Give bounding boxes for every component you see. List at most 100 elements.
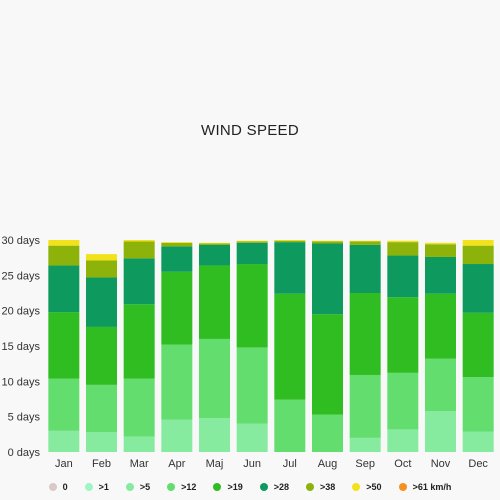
bar-segment[interactable] [462,240,494,246]
bar-segment[interactable] [312,241,343,244]
legend-item[interactable]: >28 [259,482,290,492]
bar-segment[interactable] [274,240,306,243]
bar-segment[interactable] [349,293,381,375]
bar-segment[interactable] [312,314,343,415]
bar-segment[interactable] [387,372,419,430]
bar-segment[interactable] [387,240,419,243]
bar-segment[interactable] [462,245,494,265]
legend-item[interactable]: >1 [84,482,109,492]
y-tick-label: 25 days [1,270,40,282]
legend-item[interactable]: >12 [167,482,196,492]
bar-segment[interactable] [236,264,268,348]
bar-segment[interactable] [123,258,155,305]
bar-segment[interactable] [349,244,381,293]
bar-segment[interactable] [161,242,193,247]
x-tick-label: Mar [130,458,149,470]
bar-segment[interactable] [199,242,230,244]
legend-label: >50 [366,482,382,492]
legend-label: >28 [273,482,290,492]
chart-legend: 0 >1 >5 >12 >19 >28 >38 >50 >61 km/h [0,478,500,496]
bar-segment[interactable] [312,243,343,315]
bar-segment[interactable] [123,240,155,242]
bar-segment[interactable] [199,243,230,245]
x-tick-label: Maj [206,458,224,470]
bar-segment[interactable] [274,242,306,294]
bar-segment[interactable] [236,241,268,243]
bar-stack-jun [236,240,268,452]
legend-label: >1 [98,482,109,492]
bar-segment[interactable] [462,312,494,378]
bar-segment[interactable] [425,244,456,257]
bar-segment[interactable] [123,378,155,437]
y-tick-label: 10 days [1,376,40,388]
bar-segment[interactable] [274,399,306,452]
legend-item[interactable]: 0 [48,482,68,492]
bar-segment[interactable] [462,377,494,432]
bar-segment[interactable] [387,297,419,373]
bar-segment[interactable] [349,437,381,452]
bar-segment[interactable] [86,277,117,327]
bar-segment[interactable] [236,423,268,452]
bar-segment[interactable] [312,414,343,452]
bar-stack-mar [123,240,155,452]
legend-label: >61 km/h [412,482,452,492]
legend-item[interactable]: >38 [306,482,335,492]
bar-segment[interactable] [274,240,306,241]
bar-segment[interactable] [425,256,456,294]
bar-segment[interactable] [123,241,155,259]
bar-segment[interactable] [86,326,117,385]
bar-segment[interactable] [349,374,381,438]
bar-segment[interactable] [161,344,193,420]
bar-segment[interactable] [387,255,419,298]
bar-stack-jul [274,240,306,452]
bar-segment[interactable] [48,312,80,379]
bar-segment[interactable] [312,240,343,242]
legend-item[interactable]: >5 [125,482,150,492]
bar-segment[interactable] [199,338,230,419]
bar-segment[interactable] [462,431,494,452]
bar-segment[interactable] [161,242,193,243]
bar-segment[interactable] [86,260,117,278]
legend-item[interactable]: >61 km/h [398,482,452,492]
bar-segment[interactable] [199,265,230,339]
bar-stack-jan [48,240,80,452]
bar-segment[interactable] [462,264,494,313]
bar-segment[interactable] [425,411,456,452]
bar-segment[interactable] [387,242,419,256]
bar-segment[interactable] [86,254,117,261]
legend-item[interactable]: >19 [213,482,243,492]
bar-stack-apr [161,242,193,452]
legend-item[interactable]: >50 [352,482,382,492]
bar-segment[interactable] [199,418,230,452]
bar-segment[interactable] [48,240,80,246]
bar-segment[interactable] [48,430,80,452]
bar-segment[interactable] [161,271,193,345]
bar-segment[interactable] [123,304,155,379]
bar-stack-nov [425,242,456,452]
legend-swatch [167,483,176,491]
bar-segment[interactable] [86,384,117,433]
bar-segment[interactable] [123,436,155,452]
x-tick-label: Oct [394,458,411,470]
bar-stacks [48,240,494,452]
bar-segment[interactable] [425,293,456,359]
bar-segment[interactable] [48,378,80,431]
bar-segment[interactable] [425,358,456,412]
bar-segment[interactable] [349,241,381,245]
bar-segment[interactable] [86,432,117,452]
bar-segment[interactable] [349,240,381,242]
bar-segment[interactable] [387,429,419,452]
legend-label: >19 [227,482,243,492]
bar-segment[interactable] [236,242,268,265]
bar-segment[interactable] [236,240,268,242]
bar-segment[interactable] [236,347,268,424]
y-tick-label: 20 days [1,306,40,318]
bar-segment[interactable] [161,419,193,452]
bar-segment[interactable] [274,293,306,400]
bar-segment[interactable] [161,246,193,272]
bar-segment[interactable] [425,242,456,245]
bar-segment[interactable] [48,245,80,266]
x-tick-label: Dec [468,458,488,470]
bar-segment[interactable] [48,265,80,313]
bar-segment[interactable] [199,244,230,266]
